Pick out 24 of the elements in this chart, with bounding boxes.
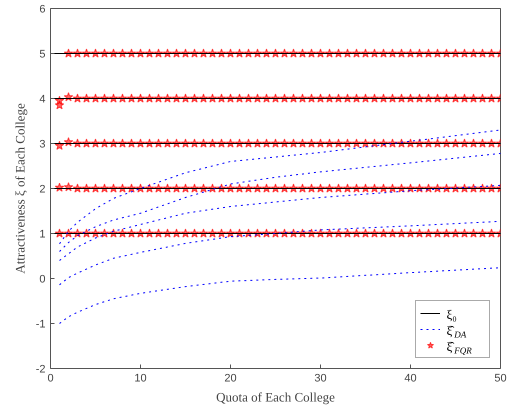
line-series <box>59 152 500 252</box>
x-tick-label: 50 <box>494 372 507 384</box>
x-tick-label: 40 <box>404 372 417 384</box>
y-tick-label: -1 <box>36 318 46 330</box>
x-axis-title: Quota of Each College <box>216 390 336 404</box>
line-series <box>59 267 500 324</box>
y-tick-label: 6 <box>39 4 46 16</box>
point <box>54 100 64 110</box>
legend-label: ξ₀ <box>446 307 457 322</box>
y-axis-title: Attractiveness ξ of Each College <box>12 103 28 274</box>
line-series <box>59 184 500 261</box>
y-tick-label: 2 <box>39 184 46 196</box>
y-tick-label: 4 <box>39 94 46 106</box>
y-tick-label: 0 <box>39 274 46 286</box>
line-series <box>59 130 500 244</box>
x-tick-label: 10 <box>134 372 147 384</box>
x-tick-label: 20 <box>224 372 237 384</box>
x-tick-label: 30 <box>314 372 327 384</box>
point <box>54 140 64 150</box>
y-tick-label: 3 <box>39 138 46 150</box>
y-tick-label: 1 <box>39 228 46 240</box>
y-tick-label: 5 <box>39 48 46 60</box>
x-tick-label: 0 <box>47 372 54 384</box>
y-tick-label: -2 <box>36 364 46 376</box>
